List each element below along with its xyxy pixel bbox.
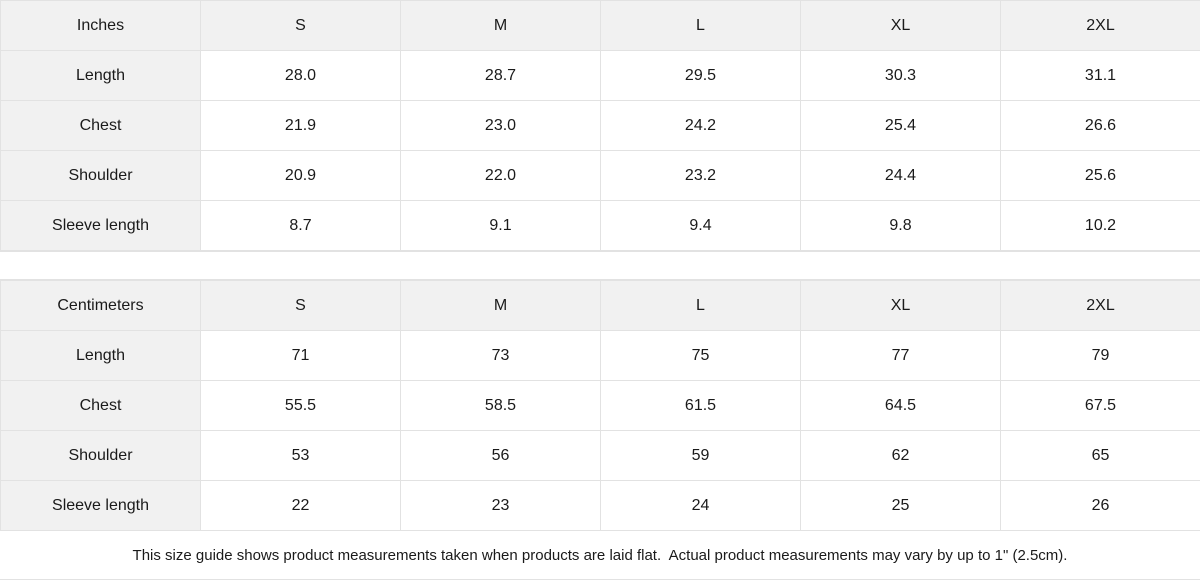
cell-shoulder-2xl: 25.6 [1000,150,1200,201]
cell-chest-l: 61.5 [600,380,801,432]
column-header-2xl: 2XL [1000,0,1200,51]
cell-length-l: 75 [600,330,801,382]
cell-length-l: 29.5 [600,50,801,101]
row-label-sleeve-length: Sleeve length [0,200,201,251]
cell-length-s: 28.0 [200,50,401,101]
cell-length-2xl: 31.1 [1000,50,1200,101]
cell-sleeve-length-m: 23 [400,480,601,532]
table-row: Shoulder 53 56 59 62 65 [0,430,1200,482]
column-header-s: S [200,0,401,51]
cell-length-m: 73 [400,330,601,382]
column-header-s: S [200,280,401,332]
cell-sleeve-length-s: 22 [200,480,401,532]
unit-label-centimeters: Centimeters [0,280,201,332]
row-label-length: Length [0,50,201,101]
cell-sleeve-length-2xl: 10.2 [1000,200,1200,251]
cell-chest-2xl: 26.6 [1000,100,1200,151]
cell-length-2xl: 79 [1000,330,1200,382]
cell-shoulder-2xl: 65 [1000,430,1200,482]
table-header-row: Centimeters S M L XL 2XL [0,280,1200,332]
row-label-shoulder: Shoulder [0,430,201,482]
cell-sleeve-length-xl: 9.8 [800,200,1001,251]
cell-chest-m: 23.0 [400,100,601,151]
unit-label-inches: Inches [0,0,201,51]
cell-shoulder-m: 22.0 [400,150,601,201]
table-header-row: Inches S M L XL 2XL [0,0,1200,51]
column-header-l: L [600,0,801,51]
cell-sleeve-length-2xl: 26 [1000,480,1200,532]
table-row: Sleeve length 22 23 24 25 26 [0,480,1200,532]
table-row: Length 28.0 28.7 29.5 30.3 31.1 [0,50,1200,101]
table-body-inches: Length 28.0 28.7 29.5 30.3 31.1 Chest 21… [0,50,1200,251]
cell-shoulder-l: 23.2 [600,150,801,201]
cell-shoulder-xl: 62 [800,430,1001,482]
cell-chest-l: 24.2 [600,100,801,151]
column-header-m: M [400,280,601,332]
cell-length-xl: 77 [800,330,1001,382]
cell-chest-xl: 25.4 [800,100,1001,151]
cell-shoulder-s: 20.9 [200,150,401,201]
cell-sleeve-length-xl: 25 [800,480,1001,532]
column-header-m: M [400,0,601,51]
table-row: Shoulder 20.9 22.0 23.2 24.4 25.6 [0,150,1200,201]
cell-shoulder-xl: 24.4 [800,150,1001,201]
cell-chest-xl: 64.5 [800,380,1001,432]
table-row: Length 71 73 75 77 79 [0,330,1200,382]
cell-chest-2xl: 67.5 [1000,380,1200,432]
cell-length-s: 71 [200,330,401,382]
table-body-centimeters: Length 71 73 75 77 79 Chest 55.5 58.5 61… [0,330,1200,532]
row-label-length: Length [0,330,201,382]
size-table-inches: Inches S M L XL 2XL Length 28.0 28.7 29.… [0,0,1200,251]
cell-sleeve-length-m: 9.1 [400,200,601,251]
cell-chest-s: 55.5 [200,380,401,432]
table-header-inches: Inches S M L XL 2XL [0,0,1200,51]
cell-length-m: 28.7 [400,50,601,101]
row-label-chest: Chest [0,100,201,151]
column-header-xl: XL [800,0,1001,51]
cell-chest-m: 58.5 [400,380,601,432]
cell-sleeve-length-l: 9.4 [600,200,801,251]
cell-chest-s: 21.9 [200,100,401,151]
cell-shoulder-l: 59 [600,430,801,482]
row-label-chest: Chest [0,380,201,432]
table-header-centimeters: Centimeters S M L XL 2XL [0,280,1200,332]
cell-shoulder-s: 53 [200,430,401,482]
table-row: Chest 55.5 58.5 61.5 64.5 67.5 [0,380,1200,432]
column-header-2xl: 2XL [1000,280,1200,332]
cell-sleeve-length-s: 8.7 [200,200,401,251]
size-guide-disclaimer: This size guide shows product measuremen… [0,531,1200,580]
row-label-sleeve-length: Sleeve length [0,480,201,532]
table-separator [0,251,1200,281]
table-row: Chest 21.9 23.0 24.2 25.4 26.6 [0,100,1200,151]
cell-shoulder-m: 56 [400,430,601,482]
size-table-centimeters: Centimeters S M L XL 2XL Length 71 73 75… [0,280,1200,532]
table-row: Sleeve length 8.7 9.1 9.4 9.8 10.2 [0,200,1200,251]
column-header-l: L [600,280,801,332]
cell-sleeve-length-l: 24 [600,480,801,532]
column-header-xl: XL [800,280,1001,332]
row-label-shoulder: Shoulder [0,150,201,201]
cell-length-xl: 30.3 [800,50,1001,101]
